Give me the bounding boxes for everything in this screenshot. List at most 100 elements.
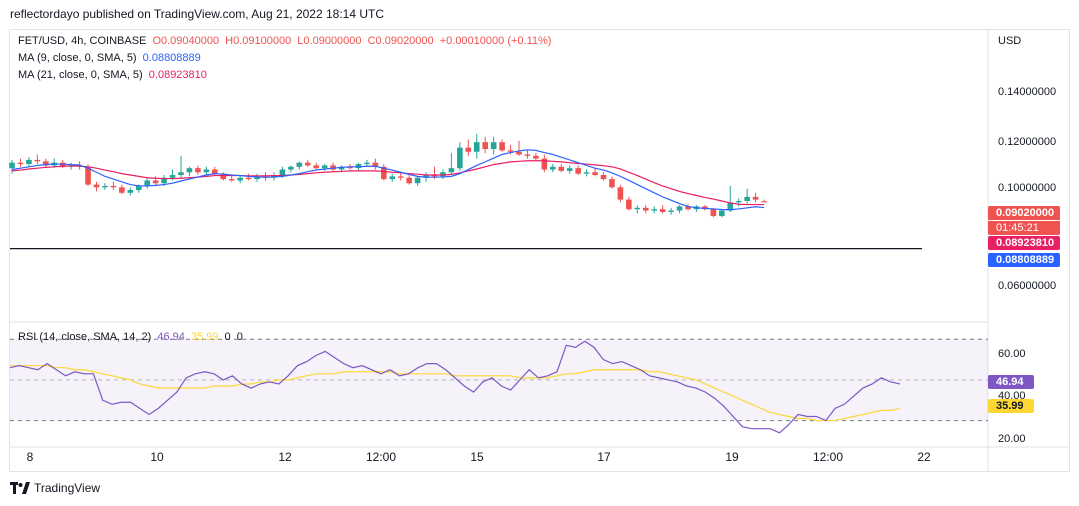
price-tick: 0.06000000 bbox=[998, 280, 1057, 292]
symbol-label[interactable]: FET/USD, 4h, COINBASE bbox=[18, 35, 147, 47]
candle-body bbox=[761, 201, 767, 203]
candle-body bbox=[381, 166, 387, 180]
candle-body bbox=[457, 147, 463, 169]
candle-body bbox=[228, 179, 235, 181]
ma21-label: MA (21, close, 0, SMA, 5) bbox=[18, 69, 143, 81]
candle-body bbox=[338, 166, 345, 170]
time-tick: 10 bbox=[150, 450, 164, 464]
candle-body bbox=[237, 177, 243, 181]
rsi-extra-2: 0 bbox=[236, 331, 243, 343]
candle-body bbox=[212, 169, 218, 174]
candle-body bbox=[110, 185, 117, 188]
candle-body bbox=[473, 142, 480, 152]
candle-body bbox=[423, 175, 429, 178]
candle-body bbox=[465, 147, 472, 152]
candle-body bbox=[406, 177, 412, 184]
candle-body bbox=[330, 165, 336, 170]
candle-body bbox=[440, 172, 446, 177]
currency-label: USD bbox=[998, 35, 1022, 47]
candle-body bbox=[254, 176, 260, 180]
time-tick: 8 bbox=[26, 450, 34, 464]
rsi-line bbox=[9, 340, 901, 434]
time-tick: 12 bbox=[278, 450, 292, 464]
footer-branding[interactable]: TradingView bbox=[10, 481, 100, 495]
candle-body bbox=[9, 162, 15, 169]
rsi-tick: 60.00 bbox=[998, 348, 1026, 360]
candle-body bbox=[144, 180, 150, 186]
time-tick: 12:00 bbox=[812, 450, 844, 464]
candle-body bbox=[178, 172, 184, 175]
candle-body bbox=[482, 142, 488, 150]
ma21-line bbox=[11, 160, 765, 206]
ma21-value: 0.08923810 bbox=[148, 69, 207, 81]
candle-body bbox=[355, 164, 362, 169]
candle-body bbox=[414, 177, 421, 184]
candle-body bbox=[127, 190, 134, 193]
candle-body bbox=[17, 162, 24, 165]
price-tick: 0.10000000 bbox=[998, 182, 1057, 194]
candle-body bbox=[600, 175, 607, 180]
candle-body bbox=[93, 184, 100, 188]
candle-body bbox=[659, 209, 666, 212]
candle-body bbox=[516, 151, 522, 155]
footer-brand-text: TradingView bbox=[34, 481, 101, 495]
candle-body bbox=[372, 162, 379, 167]
candle-body bbox=[152, 180, 159, 184]
candle-body bbox=[642, 207, 649, 211]
candle-body bbox=[533, 155, 539, 159]
rsi-ma-value: 35.99 bbox=[190, 331, 219, 343]
ma21-tag: 0.08923810 bbox=[988, 236, 1060, 250]
candle-body bbox=[186, 168, 193, 173]
candle-body bbox=[203, 169, 210, 173]
candle-body bbox=[634, 207, 641, 210]
candle-body bbox=[43, 161, 49, 166]
ma9-line bbox=[11, 149, 765, 211]
rsi-value: 46.94 bbox=[157, 331, 185, 343]
candle-body bbox=[119, 187, 125, 193]
price-tick: 0.14000000 bbox=[998, 86, 1057, 98]
candle-body bbox=[431, 175, 438, 177]
candle-body bbox=[541, 158, 548, 170]
candle-body bbox=[313, 165, 319, 169]
candle-body bbox=[710, 209, 717, 217]
candle-body bbox=[676, 206, 683, 211]
candle-body bbox=[609, 179, 615, 188]
candle-body bbox=[135, 185, 142, 191]
price-tick: 0.12000000 bbox=[998, 136, 1057, 148]
candle-body bbox=[161, 177, 167, 184]
time-tick: 15 bbox=[470, 450, 484, 464]
candle-body bbox=[668, 210, 674, 212]
high-value: H0.09100000 bbox=[225, 35, 292, 47]
candle-body bbox=[744, 196, 750, 201]
candle-body bbox=[550, 166, 556, 170]
ma9-tag: 0.08808889 bbox=[988, 253, 1060, 267]
time-tick: 17 bbox=[597, 450, 611, 464]
low-value: L0.09000000 bbox=[297, 35, 362, 47]
open-value: O0.09040000 bbox=[152, 35, 220, 47]
candle-body bbox=[719, 210, 725, 217]
time-tick: 22 bbox=[917, 450, 931, 464]
rsi-legend[interactable]: RSI (14, close, SMA, 14, 2) 46.94 35.99 … bbox=[18, 331, 246, 343]
candle-body bbox=[321, 165, 328, 169]
rsi-ma-line bbox=[10, 365, 901, 422]
last-price-tag: 0.09020000 bbox=[988, 206, 1060, 220]
chart-frame bbox=[9, 29, 1070, 472]
symbol-legend: FET/USD, 4h, COINBASE O0.09040000 H0.091… bbox=[18, 35, 554, 47]
rsi-label: RSI (14, close, SMA, 14, 2) bbox=[18, 331, 152, 343]
candle-body bbox=[59, 162, 66, 167]
candle-body bbox=[304, 162, 311, 166]
rsi-extra-1: 0 bbox=[224, 331, 231, 343]
candle-body bbox=[448, 168, 455, 173]
ma9-legend[interactable]: MA (9, close, 0, SMA, 5) 0.08808889 bbox=[18, 52, 204, 64]
candle-body bbox=[195, 168, 201, 173]
rsi-tick: 20.00 bbox=[998, 433, 1026, 445]
candle-body bbox=[524, 154, 531, 156]
rsi-tag: 46.94 bbox=[988, 375, 1034, 389]
candle-body bbox=[617, 187, 624, 200]
time-tick: 12:00 bbox=[365, 450, 397, 464]
candle-body bbox=[347, 166, 353, 169]
candle-body bbox=[26, 159, 32, 165]
ma21-legend[interactable]: MA (21, close, 0, SMA, 5) 0.08923810 bbox=[18, 69, 210, 81]
candle-body bbox=[296, 162, 303, 167]
